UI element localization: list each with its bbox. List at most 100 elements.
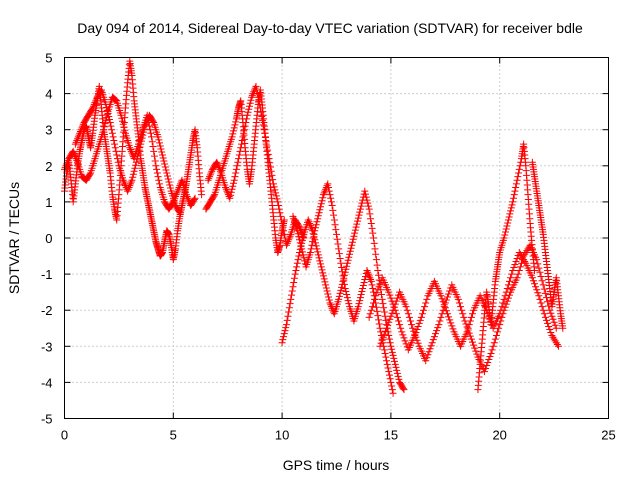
- data-point-arc-4: [231, 121, 239, 129]
- data-point-arc-7: [308, 241, 316, 249]
- data-point-arc-6: [372, 256, 380, 264]
- data-point-arc-7: [307, 245, 315, 253]
- data-point-arc-9: [539, 281, 547, 289]
- data-point-arc-8: [552, 339, 560, 347]
- data-point-arc-3: [103, 106, 111, 114]
- data-point-arc-3: [136, 143, 144, 151]
- data-point-arc-6: [357, 202, 365, 210]
- data-point-arc-9: [436, 317, 444, 325]
- data-point-arc-8: [369, 299, 377, 307]
- data-point-arc-3: [131, 164, 139, 172]
- data-point-arc-7: [330, 211, 338, 219]
- data-point-arc-6: [290, 274, 298, 282]
- data-point-arc-7: [324, 180, 332, 188]
- data-point-arc-9: [521, 250, 529, 258]
- data-point-arc-5: [253, 86, 261, 94]
- data-point-arc-6: [393, 369, 401, 377]
- data-point-arc-3: [111, 140, 119, 148]
- data-point-arc-6: [285, 304, 293, 312]
- data-point-arc-2: [183, 192, 191, 200]
- data-point-arc-5: [214, 160, 222, 168]
- data-point-arc-8: [532, 283, 540, 291]
- data-point-arc-9: [467, 335, 475, 343]
- data-point-arc-6: [288, 291, 296, 299]
- data-point-arc-3: [91, 99, 99, 107]
- data-point-arc-6: [307, 223, 315, 231]
- data-point-arc-7: [355, 300, 363, 308]
- data-point-arc-3: [125, 183, 133, 191]
- data-point-arc-3: [107, 122, 115, 130]
- data-point-arc-3: [113, 155, 121, 163]
- data-point-arc-8: [511, 260, 519, 268]
- data-point-arc-3: [111, 144, 119, 152]
- data-point-arc-3: [102, 100, 110, 108]
- data-point-arc-6: [400, 386, 408, 394]
- data-point-arc-2: [152, 162, 160, 170]
- data-point-arc-5: [240, 129, 248, 137]
- data-point-arc-2: [72, 155, 80, 163]
- data-point-arc-7: [376, 324, 384, 332]
- data-point-arc-3: [114, 158, 122, 166]
- data-point-arc-2: [120, 123, 128, 131]
- data-point-arc-6: [311, 239, 319, 247]
- data-point-arc-5: [256, 104, 264, 112]
- data-point-arc-5: [265, 155, 273, 163]
- data-point-arc-5: [226, 194, 234, 202]
- data-point-arc-6: [325, 296, 333, 304]
- data-point-arc-9: [412, 333, 420, 341]
- data-point-arc-7: [323, 182, 331, 190]
- data-point-arc-8: [515, 248, 523, 256]
- data-point-arc-9: [516, 263, 524, 271]
- data-point-arc-7: [317, 200, 325, 208]
- data-point-arc-5: [208, 167, 216, 175]
- data-point-arc-6: [290, 279, 298, 287]
- data-point-arc-3: [106, 118, 114, 126]
- data-point-arc-6: [343, 262, 351, 270]
- data-point-arc-8: [374, 286, 382, 294]
- data-point-arc-8: [420, 306, 428, 314]
- data-point-arc-9: [484, 359, 492, 367]
- data-point-arc-5: [236, 147, 244, 155]
- data-point-arc-6: [399, 384, 407, 392]
- data-point-arc-9: [405, 313, 413, 321]
- data-point-arc-2: [64, 156, 72, 164]
- data-point-arc-9: [522, 248, 530, 256]
- data-point-arc-6: [348, 241, 356, 249]
- data-point-arc-9: [380, 330, 388, 338]
- data-point-arc-8: [553, 340, 561, 348]
- data-point-arc-5: [282, 241, 290, 249]
- data-point-arc-6: [286, 300, 294, 308]
- data-point-arc-5: [258, 112, 266, 120]
- data-point-arc-2: [127, 146, 135, 154]
- data-point-arc-7: [298, 245, 306, 253]
- data-point-arc-3: [120, 178, 128, 186]
- data-point-arc-5: [228, 185, 236, 193]
- data-point-arc-6: [305, 218, 313, 226]
- data-point-arc-7: [311, 227, 319, 235]
- data-point-arc-3: [72, 138, 80, 146]
- data-point-arc-7: [322, 185, 330, 193]
- data-point-arc-8: [549, 333, 557, 341]
- data-point-arc-9: [546, 306, 554, 314]
- data-point-arc-9: [515, 266, 523, 274]
- data-point-arc-3: [110, 137, 118, 145]
- data-point-arc-9: [457, 303, 465, 311]
- data-point-arc-9: [428, 339, 436, 347]
- data-point-arc-1: [198, 191, 206, 199]
- data-point-arc-7: [340, 276, 348, 284]
- data-point-arc-2: [155, 176, 163, 184]
- data-point-arc-6: [365, 205, 373, 213]
- data-point-arc-6: [345, 253, 353, 261]
- x-tick-label: 20: [492, 428, 506, 443]
- data-point-arc-9: [426, 345, 434, 353]
- data-point-arc-10: [511, 187, 519, 195]
- data-point-arc-5: [248, 93, 256, 101]
- data-point-arc-9: [384, 321, 392, 329]
- data-point-arc-8: [395, 317, 403, 325]
- data-point-arc-7: [314, 215, 322, 223]
- data-point-arc-7: [383, 360, 391, 368]
- data-point-arc-8: [438, 295, 446, 303]
- data-point-arc-5: [251, 84, 259, 92]
- data-point-arc-7: [356, 297, 364, 305]
- data-point-arc-2: [149, 143, 157, 151]
